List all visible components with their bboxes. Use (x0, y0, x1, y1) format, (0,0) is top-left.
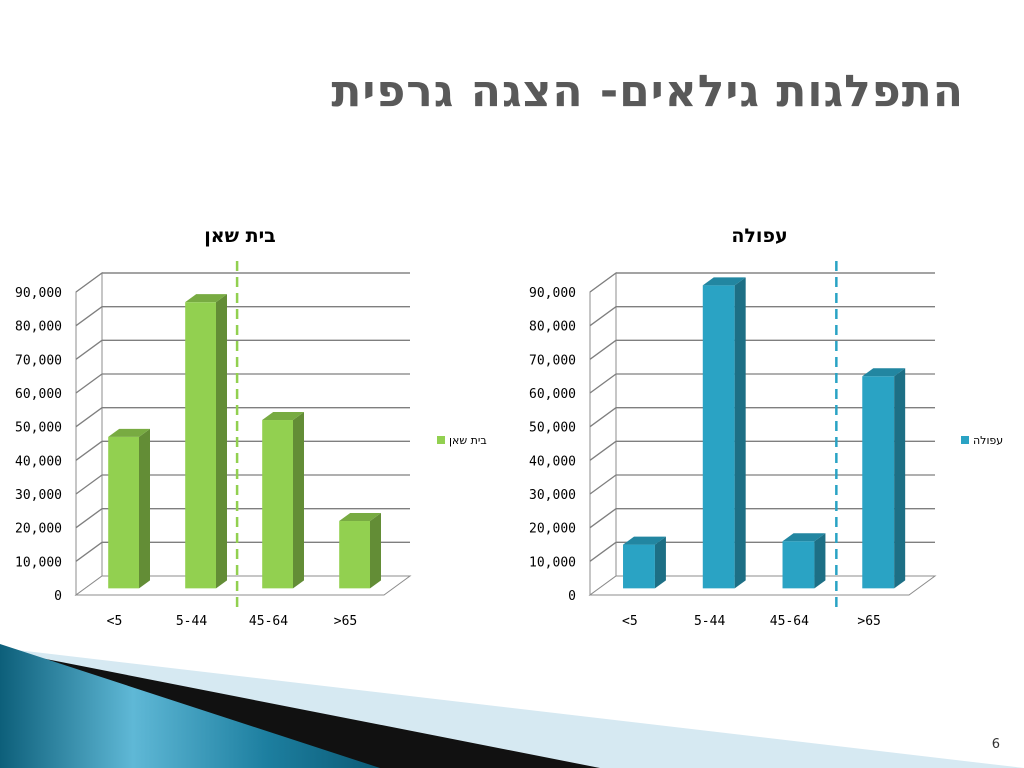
chart-1-legend-label: עפולה (973, 434, 1003, 447)
slide-title: התפלגות גילאים- הצגה גרפית (331, 66, 964, 117)
chart-0-y-tick-label: 30,000 (15, 488, 62, 503)
chart-0-bar-front (108, 436, 139, 589)
chart-0-bar-top (262, 412, 304, 421)
chart-0-x-tick-label: 45-64 (249, 614, 288, 625)
chart-1-bar (782, 533, 826, 589)
chart-1-bar-front (623, 544, 655, 589)
chart-0-y-tick-label: 10,000 (15, 555, 62, 570)
chart-1-bar-front (782, 541, 815, 589)
chart-0-bar-side (216, 294, 227, 589)
chart-beit-shean: בית שאן 0 10,000 20,000 30,000 40,000 50,000 60… (15, 225, 487, 625)
chart-1-y-tick-label: 10,000 (529, 555, 576, 570)
chart-0-y-tick-label: 80,000 (15, 320, 62, 335)
chart-1-bar-front (702, 285, 735, 589)
page-number: 6 (991, 737, 1000, 752)
chart-afula: עפולה 0 10,000 20,000 30,000 40,000 50,000 60,0… (529, 225, 1003, 625)
decorative-swoosh (0, 644, 1024, 768)
chart-0-floor (74, 575, 412, 596)
chart-1-gridline (589, 272, 935, 293)
chart-0-y-tick-label: 50,000 (15, 421, 62, 436)
chart-0-bar-side (293, 412, 304, 589)
chart-1-y-tick-label: 50,000 (529, 421, 576, 436)
chart-0-side-wall (75, 272, 103, 596)
chart-1-side-wall (589, 272, 617, 596)
chart-1-gridline (589, 474, 935, 495)
chart-1-bar-side (654, 536, 666, 589)
chart-0-x-tick-label: 5-44 (176, 614, 207, 625)
chart-1-bar-top (782, 533, 826, 542)
chart-0-y-tick-label: 20,000 (15, 522, 62, 537)
chart-0-y-tick-label: 60,000 (15, 387, 62, 402)
chart-1-gridline (589, 440, 935, 461)
chart-0-bar-side (139, 428, 150, 589)
chart-1-y-tick-label: 60,000 (529, 387, 576, 402)
chart-1-y-tick-label: 0 (568, 589, 576, 604)
chart-1-x-tick-label: 5-44 (694, 614, 725, 625)
chart-1-y-tick-label: 90,000 (529, 286, 576, 301)
chart-1-bar-side (894, 368, 906, 589)
chart-1-gridline (589, 407, 935, 428)
chart-1-bar-side (814, 533, 826, 589)
chart-1-y-tick-label: 40,000 (529, 454, 576, 469)
chart-0-bar (262, 412, 304, 589)
chart-1-bar-top (862, 368, 906, 377)
chart-1-bar (702, 277, 746, 589)
chart-0-bar-top (185, 294, 227, 303)
chart-1-y-tick-label: 20,000 (529, 522, 576, 537)
chart-1-x-tick-label: 45-64 (770, 614, 809, 625)
chart-0-y-tick-label: 70,000 (15, 353, 62, 368)
chart-0-gridline (75, 440, 410, 461)
chart-0-y-tick-label: 90,000 (15, 286, 62, 301)
chart-1-gridline (589, 541, 935, 562)
chart-0-y-tick-label: 40,000 (15, 454, 62, 469)
chart-0-legend-swatch (437, 436, 445, 444)
chart-0-bar-front (185, 302, 216, 589)
chart-1-bar-front (862, 376, 895, 589)
chart-1-x-tick-label: <5 (622, 614, 638, 625)
chart-0-gridline (75, 407, 410, 428)
chart-1-legend-swatch (961, 436, 969, 444)
chart-1-x-tick-label: >65 (857, 614, 880, 625)
chart-1-bar (623, 536, 666, 589)
chart-0-bar-front (339, 521, 370, 589)
chart-0-legend-label: בית שאן (449, 434, 487, 447)
chart-0-gridline (75, 508, 410, 529)
chart-1-gridline (589, 306, 935, 327)
chart-0-y-tick-label: 0 (54, 589, 62, 604)
chart-0-bar-front (262, 420, 293, 589)
chart-0-x-tick-label: >65 (334, 614, 357, 625)
chart-0-title: בית שאן (204, 225, 276, 247)
chart-1-bar (862, 368, 906, 589)
chart-0-bar-top (339, 513, 381, 522)
chart-0-gridline (75, 373, 410, 394)
chart-0-gridline (75, 474, 410, 495)
chart-1-y-tick-label: 30,000 (529, 488, 576, 503)
chart-1-bar-top (623, 536, 666, 545)
chart-1-floor (588, 575, 937, 596)
chart-0-bar (108, 428, 150, 589)
chart-1-gridline (589, 339, 935, 360)
chart-0-bar-side (370, 513, 381, 589)
chart-0-bar (185, 294, 227, 589)
chart-0-bar-top (108, 428, 150, 437)
chart-1-bar-side (734, 277, 746, 589)
chart-0-gridline (75, 339, 410, 360)
chart-1-gridline (589, 373, 935, 394)
chart-1-y-tick-label: 70,000 (529, 353, 576, 368)
chart-0-gridline (75, 272, 410, 293)
chart-1-y-tick-label: 80,000 (529, 320, 576, 335)
chart-0-gridline (75, 541, 410, 562)
chart-1-bar-top (702, 277, 746, 286)
chart-0-bar (339, 513, 381, 589)
chart-1-title: עפולה (731, 225, 787, 247)
chart-0-x-tick-label: <5 (107, 614, 123, 625)
chart-1-gridline (589, 508, 935, 529)
chart-0-gridline (75, 306, 410, 327)
